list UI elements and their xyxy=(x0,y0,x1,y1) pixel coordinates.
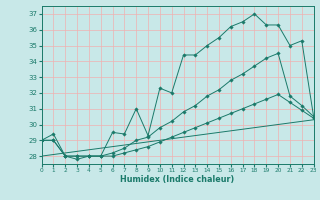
X-axis label: Humidex (Indice chaleur): Humidex (Indice chaleur) xyxy=(120,175,235,184)
